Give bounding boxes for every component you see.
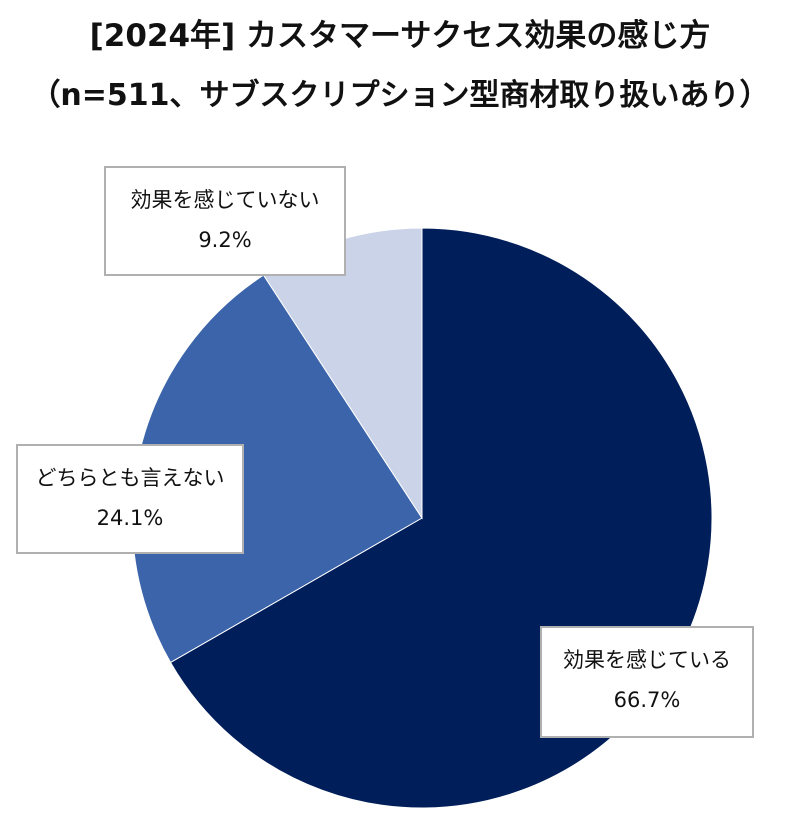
slice-label-effective-value: 66.7% [613,688,681,712]
slice-label-not-effective-name: 効果を感じていない [130,188,320,212]
slice-label-not-effective-value: 9.2% [198,228,252,252]
slice-label-neutral: どちらとも言えない 24.1% [16,444,244,554]
slice-label-neutral-value: 24.1% [96,506,164,530]
slice-label-effective: 効果を感じている 66.7% [540,626,754,738]
chart-subtitle: （n=511、サブスクリプション型商材取り扱いあり） [30,78,770,113]
slice-label-neutral-name: どちらとも言えない [35,466,225,490]
slice-label-effective-name: 効果を感じている [563,648,731,672]
slice-label-not-effective: 効果を感じていない 9.2% [104,166,346,276]
chart-title: [2024年] カスタマーサクセス効果の感じ方 [89,18,711,54]
